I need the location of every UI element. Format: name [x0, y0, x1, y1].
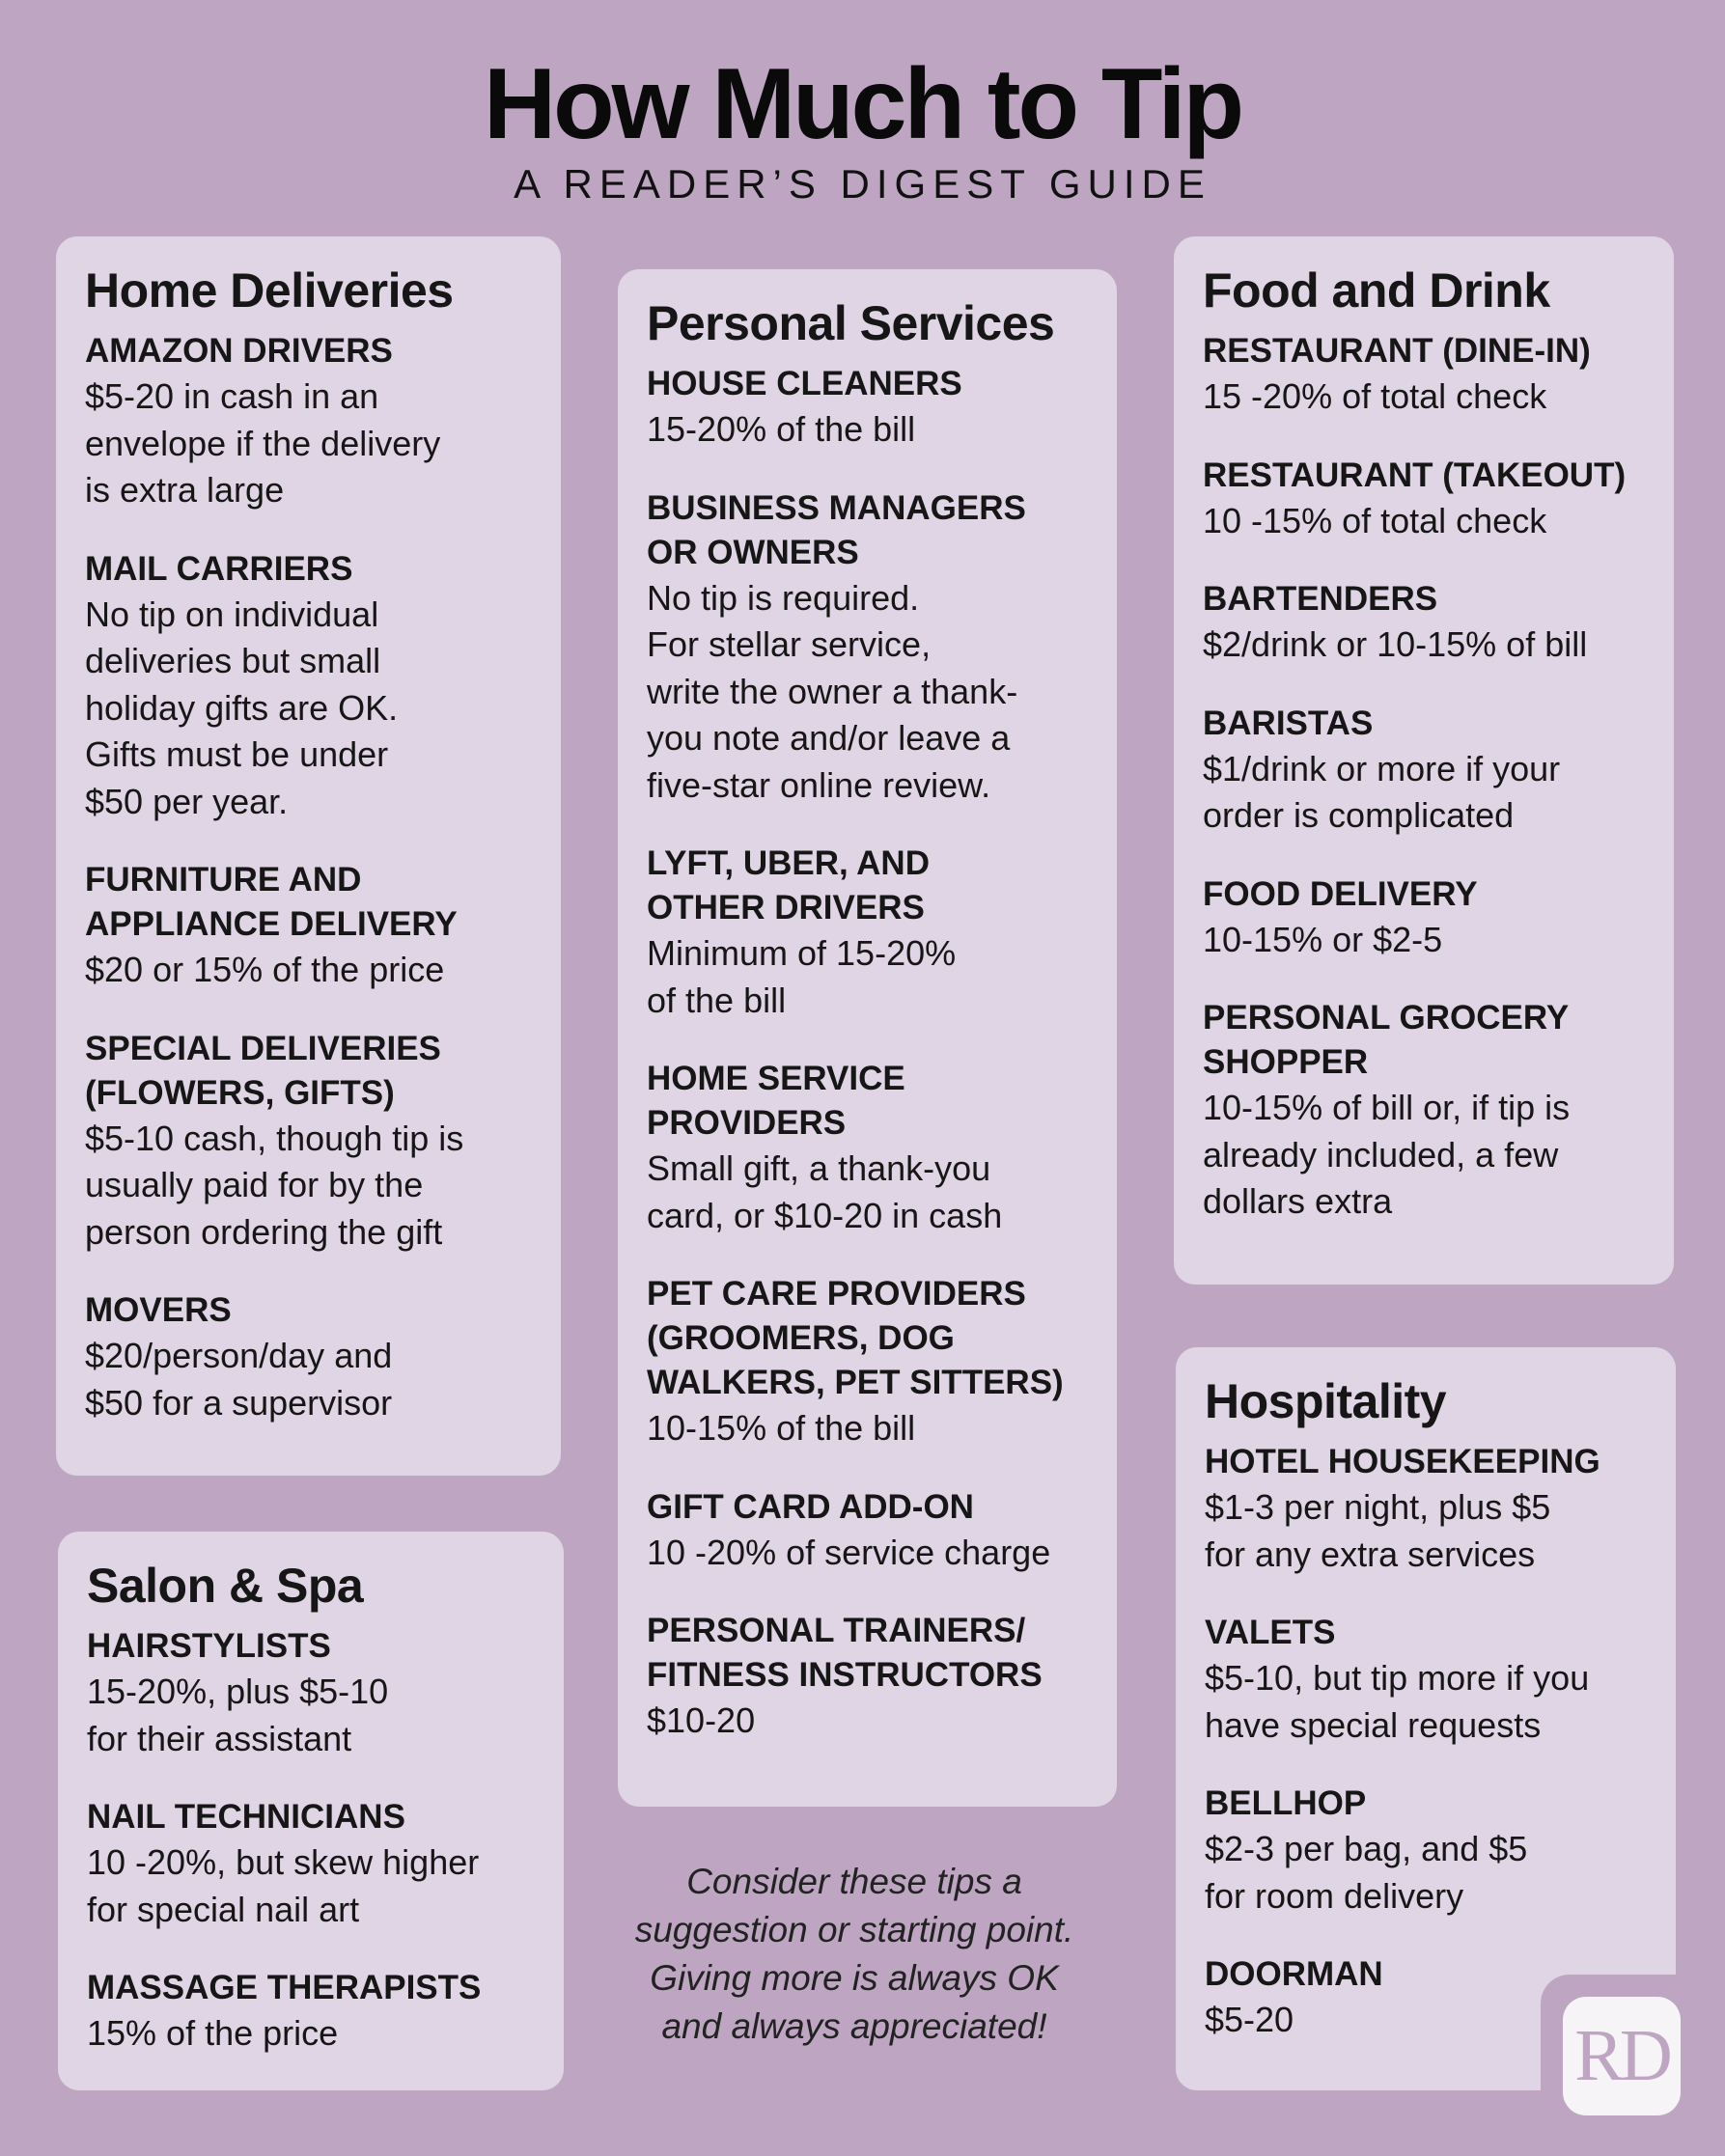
- card-personal-services: Personal Services HOUSE CLEANERS 15-20% of…: [618, 269, 1117, 1807]
- tip-item-title: MOVERS: [85, 1291, 232, 1329]
- tip-item-title: PET CARE PROVIDERS (GROOMERS, DOG WALKER…: [647, 1275, 1064, 1401]
- tip-item-title: GIFT CARD ADD-ON: [647, 1487, 974, 1526]
- tip-item-amount: $5-20 in cash in an envelope if the deli…: [85, 376, 441, 510]
- tip-item: HOME SERVICE PROVIDERS Small gift, a than…: [647, 1057, 1088, 1239]
- tip-item-amount: 10 -20%, but skew higher for special nai…: [87, 1842, 480, 1929]
- tip-item: RESTAURANT (DINE-IN) 15 -20% of total che…: [1203, 329, 1645, 421]
- tip-item-amount: Small gift, a thank-you card, or $10-20 …: [647, 1148, 1003, 1235]
- tip-item: BARTENDERS $2/drink or 10-15% of bill: [1203, 577, 1645, 669]
- tip-item: DOORMAN $5-20: [1205, 1952, 1647, 2044]
- tip-item-title: HOME SERVICE PROVIDERS: [647, 1060, 905, 1142]
- tip-item-amount: $5-10, but tip more if you have special …: [1205, 1658, 1590, 1745]
- tip-item-title: BELLHOP: [1205, 1784, 1367, 1822]
- tip-item: GIFT CARD ADD-ON 10 -20% of service charg…: [647, 1485, 1088, 1577]
- tip-item: PET CARE PROVIDERS (GROOMERS, DOG WALKER…: [647, 1272, 1088, 1452]
- tip-item: NAIL TECHNICIANS 10 -20%, but skew higher…: [87, 1795, 535, 1933]
- tip-item-title: PERSONAL GROCERY SHOPPER: [1203, 999, 1570, 1081]
- tip-item-amount: $2/drink or 10-15% of bill: [1203, 624, 1588, 664]
- tip-item-amount: $20 or 15% of the price: [85, 950, 445, 989]
- section-heading: Food and Drink: [1203, 263, 1550, 318]
- tip-item: VALETS $5-10, but tip more if you have sp…: [1205, 1611, 1647, 1749]
- tip-item: FURNITURE AND APPLIANCE DELIVERY $20 or 1…: [85, 858, 532, 994]
- rd-logo: RD: [1563, 1997, 1681, 2115]
- tip-item-title: HAIRSTYLISTS: [87, 1627, 331, 1665]
- tip-item-title: RESTAURANT (DINE-IN): [1203, 332, 1591, 370]
- tip-item-amount: $1-3 per night, plus $5 for any extra se…: [1205, 1487, 1551, 1574]
- tip-item-amount: 10-15% of the bill: [647, 1408, 916, 1448]
- tip-item-title: RESTAURANT (TAKEOUT): [1203, 456, 1627, 494]
- tip-item-amount: 10-15% or $2-5: [1203, 919, 1443, 959]
- tip-item-title: BARISTAS: [1203, 704, 1374, 742]
- tip-item: RESTAURANT (TAKEOUT) 10 -15% of total che…: [1203, 454, 1645, 545]
- tip-item-amount: No tip on individual deliveries but smal…: [85, 594, 399, 821]
- closing-note: Consider these tips a suggestion or star…: [634, 1862, 1074, 2046]
- tip-item: BELLHOP $2-3 per bag, and $5 for room del…: [1205, 1782, 1647, 1920]
- card-home-deliveries: Home Deliveries AMAZON DRIVERS $5-20 in ca…: [56, 236, 561, 1476]
- tip-item-amount: 15% of the price: [87, 2013, 339, 2053]
- tip-item-amount: 10 -15% of total check: [1203, 500, 1547, 540]
- tip-item: FOOD DELIVERY 10-15% or $2-5: [1203, 872, 1645, 964]
- tip-item-amount: $5-20: [1205, 2000, 1294, 2039]
- tip-item: LYFT, UBER, AND OTHER DRIVERS Minimum of …: [647, 842, 1088, 1024]
- tip-item: HOTEL HOUSEKEEPING $1-3 per night, plus $…: [1205, 1440, 1647, 1578]
- tip-item-title: PERSONAL TRAINERS/ FITNESS INSTRUCTORS: [647, 1612, 1043, 1694]
- tip-item-title: HOTEL HOUSEKEEPING: [1205, 1443, 1600, 1480]
- tip-item: MAIL CARRIERS No tip on individual delive…: [85, 547, 532, 826]
- tip-item: HAIRSTYLISTS 15-20%, plus $5-10 for their…: [87, 1624, 535, 1762]
- tip-item-amount: 15 -20% of total check: [1203, 376, 1547, 416]
- tip-item: HOUSE CLEANERS 15-20% of the bill: [647, 362, 1088, 454]
- tip-item: SPECIAL DELIVERIES (FLOWERS, GIFTS) $5-10…: [85, 1027, 532, 1257]
- tip-item-title: MASSAGE THERAPISTS: [87, 1969, 482, 2006]
- tip-item-title: BUSINESS MANAGERS OR OWNERS: [647, 488, 1026, 571]
- tip-item: AMAZON DRIVERS $5-20 in cash in an envelo…: [85, 329, 532, 514]
- tip-item-amount: $5-10 cash, though tip is usually paid f…: [85, 1118, 464, 1252]
- tip-item-title: BARTENDERS: [1203, 580, 1438, 618]
- tip-item: BUSINESS MANAGERS OR OWNERS No tip is req…: [647, 486, 1088, 810]
- card-food-drink: Food and Drink RESTAURANT (DINE-IN) 15 -20…: [1174, 236, 1674, 1285]
- tip-item-amount: 10 -20% of service charge: [647, 1532, 1051, 1572]
- tip-item-amount: $2-3 per bag, and $5 for room delivery: [1205, 1829, 1528, 1916]
- tip-item: BARISTAS $1/drink or more if your order i…: [1203, 702, 1645, 840]
- tip-item-amount: 15-20% of the bill: [647, 409, 916, 449]
- card-hospitality: Hospitality HOTEL HOUSEKEEPING $1-3 per ni…: [1176, 1347, 1676, 2090]
- tip-item-title: DOORMAN: [1205, 1955, 1383, 1993]
- tip-item-amount: $20/person/day and $50 for a supervisor: [85, 1336, 393, 1423]
- tip-item: PERSONAL TRAINERS/ FITNESS INSTRUCTORS $1…: [647, 1609, 1088, 1745]
- tip-item-amount: $1/drink or more if your order is compli…: [1203, 748, 1561, 836]
- tip-item-amount: No tip is required. For stellar service,…: [647, 577, 1018, 805]
- tip-item-amount: 15-20%, plus $5-10 for their assistant: [87, 1672, 389, 1758]
- page-subtitle: A READER’S DIGEST GUIDE: [514, 161, 1211, 207]
- tip-item-title: HOUSE CLEANERS: [647, 365, 962, 402]
- section-heading: Personal Services: [647, 296, 1055, 350]
- section-heading: Salon & Spa: [87, 1559, 364, 1613]
- tip-item-amount: $10-20: [647, 1700, 756, 1740]
- tip-item-title: FOOD DELIVERY: [1203, 874, 1478, 913]
- tip-item-title: FURNITURE AND APPLIANCE DELIVERY: [85, 861, 458, 943]
- tip-item-amount: 10-15% of bill or, if tip is already inc…: [1203, 1088, 1571, 1221]
- tip-item: MASSAGE THERAPISTS 15% of the price: [87, 1966, 535, 2058]
- tip-item-title: NAIL TECHNICIANS: [87, 1798, 405, 1836]
- tip-item: PERSONAL GROCERY SHOPPER 10-15% of bill o…: [1203, 996, 1645, 1226]
- tip-item-title: AMAZON DRIVERS: [85, 332, 393, 370]
- section-heading: Home Deliveries: [85, 263, 454, 318]
- tip-item-title: SPECIAL DELIVERIES (FLOWERS, GIFTS): [85, 1029, 441, 1112]
- tip-item-amount: Minimum of 15-20% of the bill: [647, 933, 957, 1020]
- tip-item-title: MAIL CARRIERS: [85, 549, 353, 588]
- tip-item-title: LYFT, UBER, AND OTHER DRIVERS: [647, 844, 930, 926]
- section-heading: Hospitality: [1205, 1374, 1447, 1428]
- tip-item-title: VALETS: [1205, 1614, 1336, 1651]
- tip-item: MOVERS $20/person/day and $50 for a super…: [85, 1288, 532, 1426]
- card-salon-spa: Salon & Spa HAIRSTYLISTS 15-20%, plus $5-1…: [58, 1532, 564, 2090]
- page-title: How Much to Tip: [484, 48, 1244, 160]
